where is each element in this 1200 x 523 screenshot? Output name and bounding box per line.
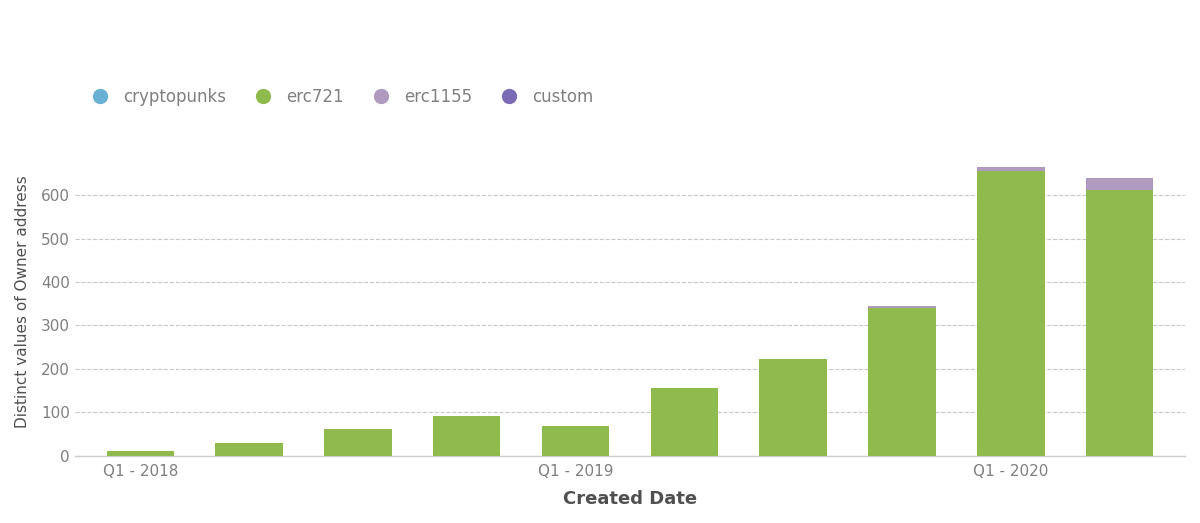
Bar [215, 442, 283, 456]
Bar [760, 359, 827, 456]
Y-axis label: Distinct values of Owner address: Distinct values of Owner address [14, 175, 30, 428]
Bar [977, 172, 1045, 456]
Bar [433, 416, 500, 456]
Bar [1086, 178, 1153, 190]
Bar [977, 167, 1045, 172]
Bar [1086, 190, 1153, 456]
Bar [869, 306, 936, 308]
Bar [869, 308, 936, 456]
Bar [324, 429, 391, 456]
Bar [542, 426, 610, 456]
Legend: cryptopunks, erc721, erc1155, custom: cryptopunks, erc721, erc1155, custom [83, 88, 593, 106]
X-axis label: Created Date: Created Date [563, 490, 697, 508]
Bar [107, 451, 174, 456]
Bar [650, 388, 718, 456]
